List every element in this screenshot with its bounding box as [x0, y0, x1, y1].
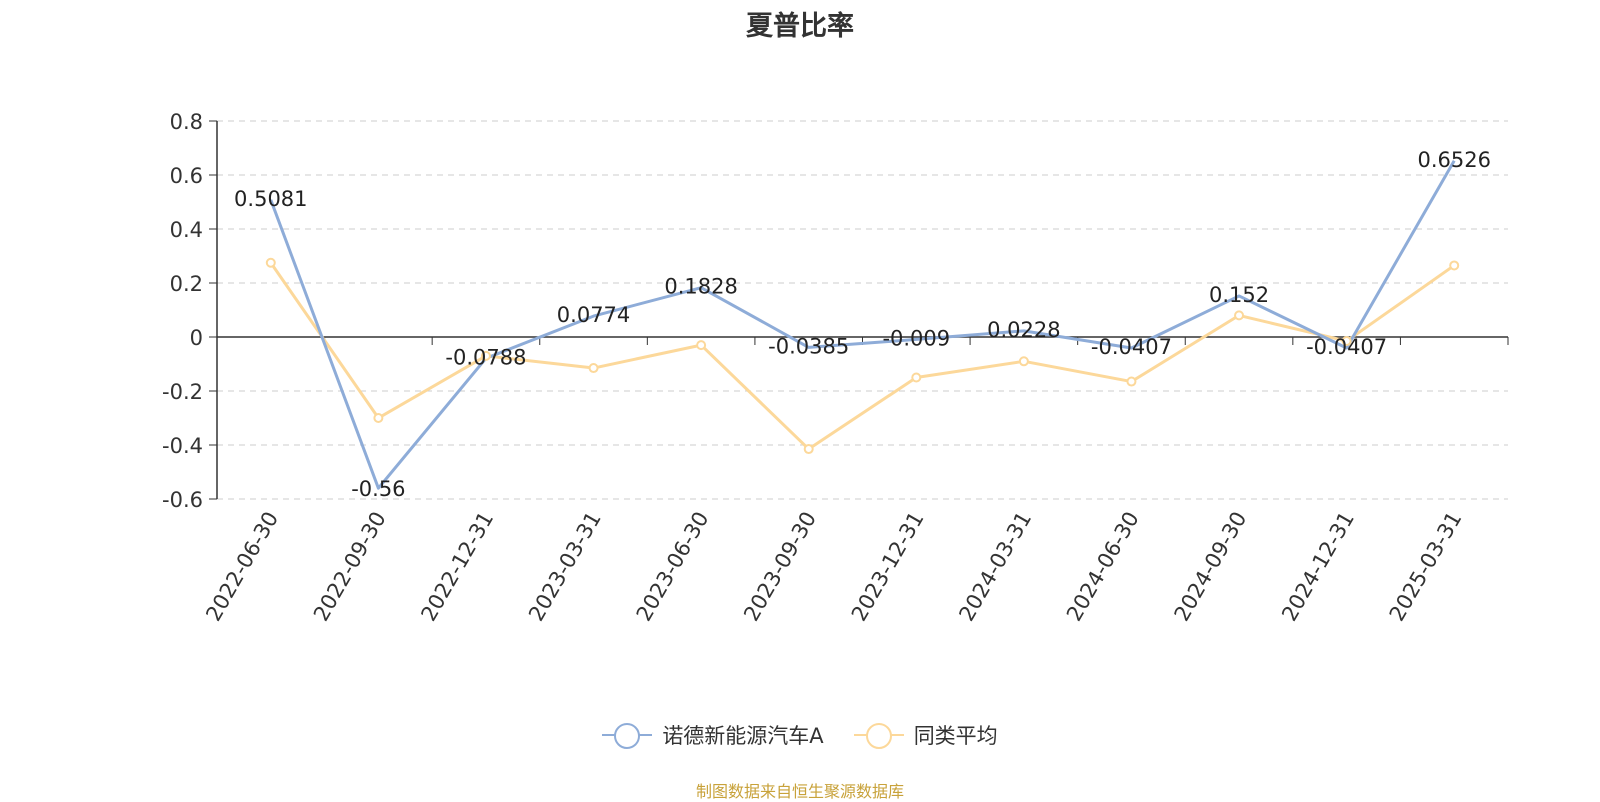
- legend-item-fund[interactable]: 诺德新能源汽车A: [602, 720, 824, 750]
- data-source-note: 制图数据来自恒生聚源数据库: [695, 782, 904, 801]
- x-tick-label: 2022-06-30: [201, 508, 283, 626]
- x-tick-label: 2025-03-31: [1385, 508, 1467, 626]
- series-average-line: [269, 261, 1456, 451]
- average-point: [588, 363, 599, 374]
- fund-data-label: 0.6526: [1417, 148, 1490, 172]
- average-point: [1449, 260, 1460, 271]
- x-tick-label: 2024-06-30: [1062, 508, 1144, 626]
- chart-legend: 诺德新能源汽车A 同类平均: [0, 720, 1600, 750]
- fund-data-label: 0.5081: [234, 187, 307, 211]
- fund-data-label: -0.0407: [1091, 335, 1172, 359]
- fund-data-label: 0.0774: [557, 303, 630, 327]
- x-tick-label: 2023-09-30: [739, 508, 821, 626]
- average-point: [480, 350, 491, 361]
- series-fund-line: [269, 160, 1456, 490]
- y-tick-label: -0.6: [162, 488, 203, 512]
- average-point: [1126, 376, 1137, 387]
- legend-item-average[interactable]: 同类平均: [853, 720, 998, 750]
- average-point: [803, 444, 814, 455]
- x-tick-label: 2023-06-30: [632, 508, 714, 626]
- fund-data-label: 0.0228: [987, 318, 1060, 342]
- legend-average-marker-icon: [853, 722, 904, 749]
- average-point: [373, 413, 384, 423]
- average-point: [911, 372, 922, 383]
- fund-data-label: -0.0788: [445, 345, 526, 369]
- x-tick-label: 2022-12-31: [416, 508, 498, 626]
- chart-title: 夏普比率: [746, 11, 854, 42]
- y-tick-label: 0.2: [170, 272, 203, 296]
- x-tick-label: 2024-12-31: [1277, 508, 1359, 626]
- x-tick-label: 2022-09-30: [309, 508, 391, 626]
- fund-data-label: 0.1828: [664, 275, 737, 299]
- x-tick-label: 2023-03-31: [524, 508, 606, 626]
- y-tick-label: -0.4: [162, 434, 203, 458]
- legend-fund-label: 诺德新能源汽车A: [662, 724, 824, 748]
- x-tick-label: 2023-12-31: [847, 508, 929, 626]
- legend-fund-marker-icon: [602, 722, 653, 749]
- legend-average-label: 同类平均: [913, 724, 998, 748]
- fund-data-label: 0.152: [1209, 283, 1269, 307]
- y-tick-label: -0.2: [162, 380, 203, 404]
- fund-data-label: -0.009: [882, 326, 950, 350]
- y-tick-label: 0.8: [170, 110, 203, 134]
- average-point: [1018, 356, 1029, 367]
- y-tick-label: 0: [190, 326, 203, 350]
- y-tick-label: 0.4: [170, 218, 203, 242]
- fund-data-label: -0.0385: [768, 334, 849, 358]
- average-point: [1341, 336, 1352, 347]
- x-tick-label: 2024-09-30: [1170, 508, 1252, 626]
- y-tick-label: 0.6: [170, 164, 203, 188]
- average-point: [1234, 310, 1245, 321]
- fund-data-label: -0.56: [351, 477, 405, 501]
- fund-data-label: -0.0407: [1306, 335, 1387, 359]
- x-tick-label: 2024-03-31: [954, 508, 1036, 626]
- average-point: [696, 340, 707, 351]
- average-point: [265, 257, 276, 268]
